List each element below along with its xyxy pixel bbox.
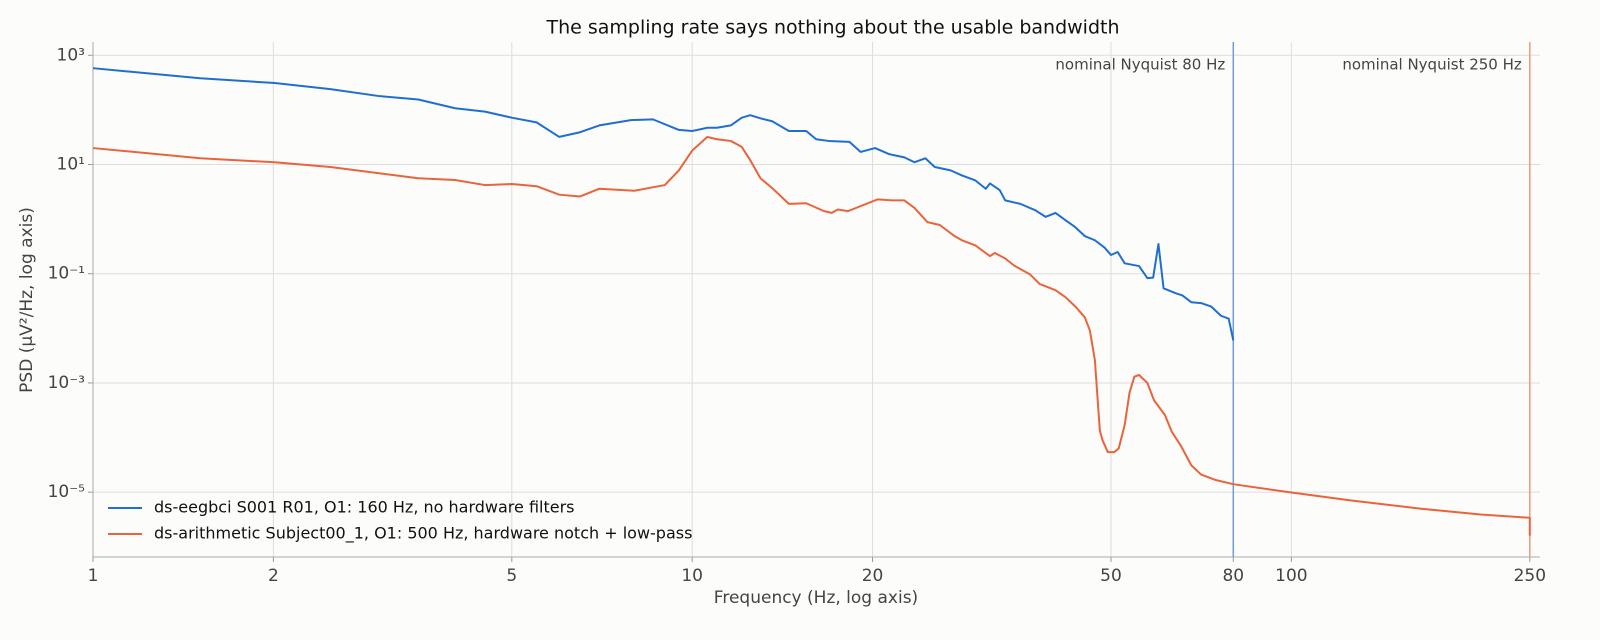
x-tick-label: 100 (1275, 566, 1307, 586)
y-axis-label: PSD (µV²/Hz, log axis) (17, 207, 37, 393)
x-tick-label: 2 (268, 566, 279, 586)
legend-label: ds-eegbci S001 R01, O1: 160 Hz, no hardw… (154, 498, 575, 517)
y-tick-label: 10⁻¹ (48, 264, 85, 284)
y-tick-label: 10³ (57, 45, 85, 65)
x-axis-label: Frequency (Hz, log axis) (714, 588, 918, 608)
annotation: nominal Nyquist 250 Hz (1342, 56, 1522, 74)
x-tick-label: 1 (88, 566, 99, 586)
annotation: nominal Nyquist 80 Hz (1055, 56, 1225, 74)
chart-title: The sampling rate says nothing about the… (545, 17, 1119, 39)
series-line (92, 135, 1531, 536)
x-tick-label: 50 (1100, 566, 1122, 586)
x-tick-label: 80 (1222, 566, 1244, 586)
legend-label: ds-arithmetic Subject00_1, O1: 500 Hz, h… (154, 524, 692, 544)
series-line (92, 67, 1235, 341)
y-tick-label: 10⁻³ (48, 373, 85, 393)
y-tick-label: 10¹ (57, 154, 85, 174)
y-tick-label: 10⁻⁵ (48, 482, 85, 502)
x-tick-label: 20 (862, 566, 884, 586)
x-tick-label: 10 (681, 566, 703, 586)
x-tick-label: 250 (1514, 566, 1546, 586)
x-tick-label: 5 (506, 566, 517, 586)
